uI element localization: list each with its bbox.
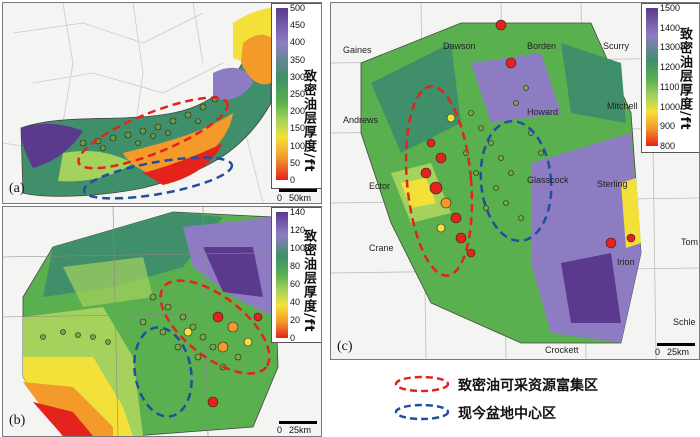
basin-center-outline-c [479,119,553,243]
county-label: Ector [369,181,391,191]
colorbar-tick-label: 900 [660,121,676,132]
colorbar-tick-label: 60 [290,279,301,289]
county-label: Schle [673,317,696,327]
county-label: Irion [617,257,635,267]
basin-center-outline-a [82,156,234,200]
legend-swatch-basin-center [394,403,450,421]
colorbar-tick-label: 400 [290,37,306,48]
colorbar-tick-label: 450 [290,20,306,31]
colorbar-tick-label: 0 [290,333,296,343]
basin-center-outline-b [133,326,193,418]
colorbar-tick-label: 0 [290,175,296,185]
map-c-canvas [331,3,699,359]
legend-swatch-sweet-spot [394,375,450,393]
colorbar-c: 1500 1400 1300 1200 1100 1000 900 800 [641,3,699,153]
colorbar-tick-label: 250 [290,89,306,99]
colorbar-tick-label: 1100 [660,81,680,92]
county-label: Sterling [597,179,628,189]
county-label: Crane [369,243,394,253]
colorbar-b-title: 致密油层厚度/ft [301,229,316,333]
colorbar-tick-label: 50 [290,157,301,168]
colorbar-tick-label: 140 [290,207,306,217]
scale-bar-b: 0 25km [277,421,319,435]
colorbar-tick-label: 1500 [660,3,681,13]
colorbar-tick-label: 1300 [660,42,681,53]
map-panel-c: Gaines Dawson Borden Scurry Mitchell And… [330,2,700,360]
colorbar-a-gradient [276,8,288,180]
panel-label-c: (c) [337,339,353,354]
colorbar-tick-label: 500 [290,3,306,13]
county-label: Tom [681,237,699,247]
colorbar-c-gradient [646,8,658,146]
county-label: Andrews [343,115,379,125]
county-label: Scurry [603,41,630,51]
colorbar-tick-label: 300 [290,71,306,82]
map-panel-a: (a) 500 450 400 350 300 250 200 150 100 50 0 致密油层厚… [2,2,322,204]
sweet-spot-outline-c [404,85,474,277]
colorbar-b: 140 120 100 80 60 40 20 0 [271,207,321,343]
colorbar-tick-label: 1000 [660,101,681,112]
map-legend: 致密油可采资源富集区 现今盆地中心区 [392,372,692,432]
colorbar-tick-label: 1200 [660,62,681,73]
map-panel-b: (b) 140 120 100 80 60 40 20 0 致密油层厚度/ft 0 25km [2,206,322,437]
county-label: Howard [527,107,559,117]
colorbar-tick-label: 20 [290,315,301,325]
colorbar-c-title: 致密油层厚度/ft [677,27,692,131]
county-label: Crockett [545,345,579,355]
county-label: Glasscock [527,175,569,185]
sweet-spot-outline-a [77,96,229,170]
colorbar-tick-label: 80 [290,261,301,271]
colorbar-a-title: 致密油层厚度/ft [301,69,316,173]
county-label: Dawson [443,41,476,51]
colorbar-a: 500 450 400 350 300 250 200 150 100 50 0 [271,3,321,189]
colorbar-tick-label: 120 [290,225,306,235]
map-a-canvas [3,3,272,203]
county-label: Mitchell [607,101,638,111]
colorbar-tick-label: 100 [290,140,306,151]
scale-bar-c: 0 25km [655,343,697,357]
colorbar-tick-label: 150 [290,123,306,134]
colorbar-tick-label: 200 [290,106,306,117]
panel-label-b: (b) [9,413,26,428]
colorbar-tick-label: 1400 [660,22,681,33]
legend-label-sweet-spot: 致密油可采资源富集区 [458,378,598,394]
map-b-canvas [3,207,321,436]
legend-label-basin-center: 现今盆地中心区 [458,406,556,422]
panel-label-a: (a) [9,181,25,196]
county-label: Gaines [343,45,372,55]
scale-bar-a: 0 50km [277,189,319,203]
colorbar-tick-label: 100 [290,243,306,253]
colorbar-tick-label: 350 [290,54,306,65]
colorbar-tick-label: 40 [290,297,301,307]
colorbar-tick-label: 800 [660,141,676,151]
sweet-spot-outline-b [159,279,271,375]
colorbar-b-gradient [276,212,288,338]
county-label: Borden [527,41,557,51]
